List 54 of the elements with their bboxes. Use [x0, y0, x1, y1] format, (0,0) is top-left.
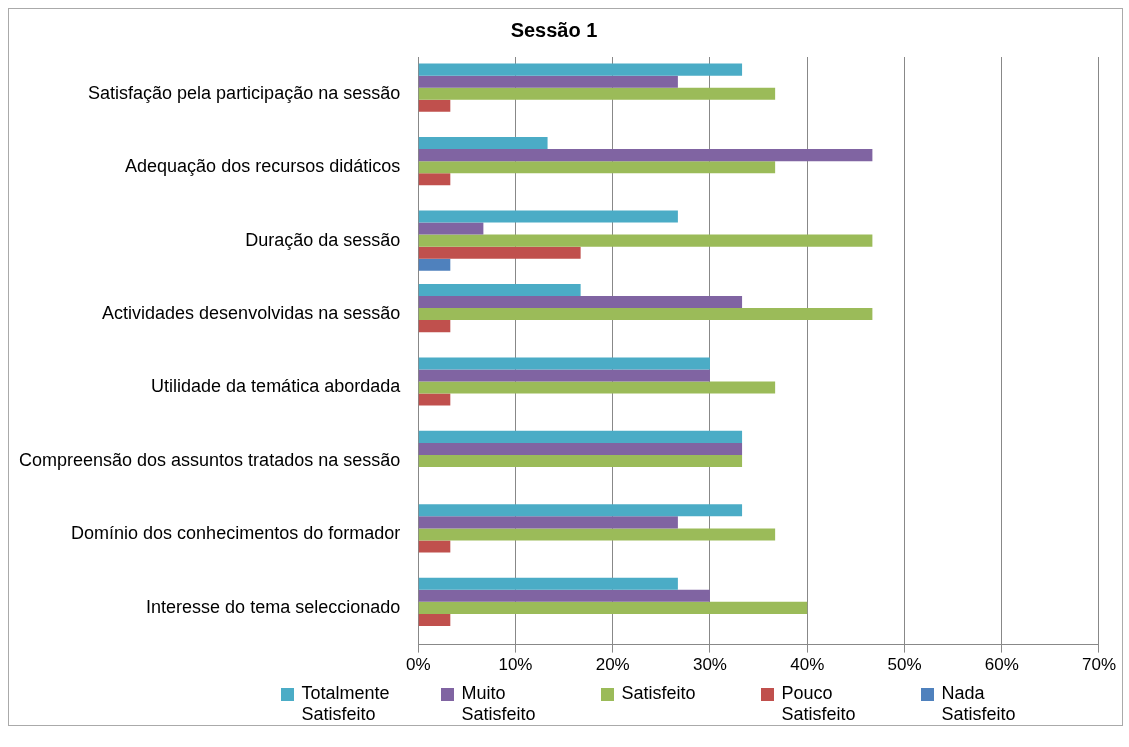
y-tick-label: Interesse do tema seleccionado — [146, 596, 401, 617]
bar — [418, 137, 548, 150]
bar — [418, 516, 678, 529]
bar — [418, 601, 808, 614]
x-tick-label: 40% — [790, 655, 825, 675]
x-tick-label: 0% — [405, 655, 431, 675]
x-tick-label: 10% — [498, 655, 533, 675]
bar — [418, 173, 451, 186]
y-tick-label: Compreensão dos assuntos tratados na sessão — [18, 449, 401, 470]
bar — [418, 210, 678, 223]
legend-label: Muito Satisfeito — [461, 683, 537, 725]
y-tick-label: Actividades desenvolvidas na sessão — [102, 303, 401, 324]
y-tick-label: Satisfação pela participação na sessão — [88, 82, 401, 103]
bar — [418, 246, 581, 259]
bar — [418, 87, 776, 100]
bar — [418, 577, 678, 590]
bar — [418, 308, 873, 321]
y-tick-label: Domínio dos conhecimentos do formador — [71, 523, 401, 544]
bar — [418, 99, 451, 112]
x-tick-label: 30% — [692, 655, 727, 675]
x-tick-label: 60% — [984, 655, 1019, 675]
bar — [418, 149, 873, 162]
bar — [418, 381, 776, 394]
bar — [418, 528, 776, 541]
bar — [418, 393, 451, 406]
chart-title: Sessão 1 — [510, 18, 598, 41]
bar — [418, 504, 743, 517]
legend-label: Pouco Satisfeito — [781, 683, 857, 725]
bar — [418, 161, 776, 174]
y-tick-label: Duração da sessão — [245, 229, 401, 250]
bar — [418, 454, 743, 467]
bar — [418, 320, 451, 333]
bar — [418, 222, 484, 235]
bar — [418, 283, 581, 297]
bar — [418, 613, 451, 626]
legend-label: Satisfeito — [621, 683, 696, 704]
bar — [418, 258, 451, 271]
legend-label: Nada Satisfeito — [941, 683, 1017, 725]
x-tick-label: 70% — [1081, 655, 1116, 675]
x-tick-label: 50% — [887, 655, 922, 675]
bar — [418, 75, 678, 88]
bar — [418, 63, 743, 76]
bar — [418, 430, 743, 443]
y-tick-label: Utilidade da temática abordada — [151, 376, 402, 397]
bar — [418, 234, 873, 247]
bar — [418, 357, 710, 370]
bar — [418, 442, 743, 455]
x-tick-label: 20% — [595, 655, 630, 675]
legend-label: Totalmente Satisfeito — [301, 683, 391, 725]
bar — [418, 296, 743, 309]
y-tick-label: Adequação dos recursos didáticos — [125, 156, 401, 177]
bar — [418, 589, 710, 602]
bar — [418, 369, 710, 382]
bar — [418, 540, 451, 553]
